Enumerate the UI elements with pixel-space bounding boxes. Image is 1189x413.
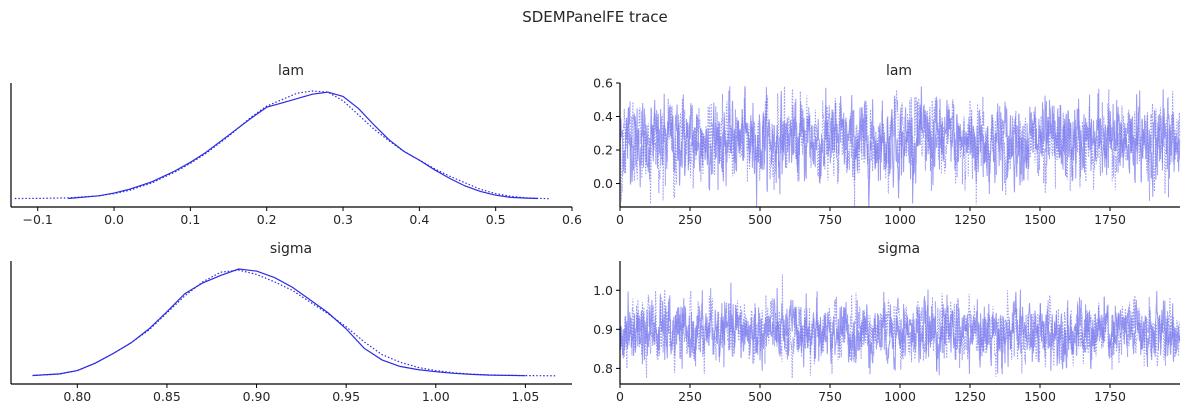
sigma-kde-x-tick-label: 0.80: [63, 389, 91, 404]
sigma-kde-lines: [32, 268, 556, 377]
lam-trace-x-tick-label: 0: [616, 212, 624, 227]
lam-trace-y-tick-label: 0.6: [593, 76, 613, 91]
sigma-kde-x-tick-label: 0.90: [243, 389, 271, 404]
lam-trace-x-tick-label: 750: [818, 212, 842, 227]
lam-kde-x-tick-label: 0.5: [486, 212, 506, 227]
sigma-trace-x-ticks: 0 250 500 750 1000 1250 1500 1750: [616, 384, 1126, 404]
sigma-trace-x-tick-label: 500: [748, 389, 772, 404]
lam-kde-chain-2-line: [14, 90, 550, 200]
lam-trace-x-ticks: 0 250 500 750 1000 1250 1500 1750: [616, 207, 1126, 227]
sigma-trace-y-ticks: 0.8 0.9 1.0: [593, 283, 620, 376]
lam-kde-x-ticks: −0.1 0.0 0.1 0.2 0.3 0.4 0.5 0.6: [23, 207, 582, 227]
lam-kde-x-tick-label: 0.0: [104, 212, 124, 227]
sigma-trace-x-tick-label: 1750: [1094, 389, 1126, 404]
sigma-kde-x-tick-label: 1.05: [511, 389, 539, 404]
sigma-kde-x-tick-label: 0.95: [332, 389, 360, 404]
lam-trace-title: lam: [886, 63, 912, 79]
sigma-trace-y-tick-label: 1.0: [593, 283, 613, 298]
lam-trace-chain-2-line: [619, 86, 1181, 208]
lam-kde-chain-1-line: [68, 91, 538, 200]
lam-trace-x-tick-label: 1250: [954, 212, 986, 227]
sigma-trace-y-tick-label: 0.8: [593, 361, 613, 376]
lam-kde-x-tick-label: −0.1: [23, 212, 53, 227]
lam-trace-x-tick-label: 500: [748, 212, 772, 227]
sigma-kde-x-tick-label: 1.00: [422, 389, 450, 404]
sigma-trace-x-tick-label: 0: [616, 389, 624, 404]
lam-trace-y-tick-label: 0.4: [593, 109, 613, 124]
lam-kde-x-tick-label: 0.6: [562, 212, 582, 227]
figure-title: SDEMPanelFE trace: [522, 8, 668, 26]
lam-kde-x-tick-label: 0.2: [257, 212, 277, 227]
lam-kde-x-tick-label: 0.4: [409, 212, 429, 227]
sigma-kde-chain-2-line: [32, 269, 556, 377]
lam-kde-lines: [14, 90, 550, 200]
lam-kde-title: lam: [278, 63, 304, 79]
lam-trace-lines: [619, 86, 1181, 208]
lam-kde-panel: lam −0.1 0.0 0.1 0.2 0.3 0.4 0.5 0.6: [10, 63, 582, 227]
lam-trace-x-tick-label: 250: [678, 212, 702, 227]
sigma-kde-x-ticks: 0.80 0.85 0.90 0.95 1.00 1.05: [63, 384, 539, 404]
lam-trace-x-tick-label: 1500: [1024, 212, 1056, 227]
sigma-trace-lines: [619, 274, 1181, 379]
sigma-kde-x-tick-label: 0.85: [153, 389, 181, 404]
lam-trace-x-tick-label: 1000: [884, 212, 916, 227]
lam-trace-panel: lam 0 250 500 750 1000 1250 1500 1750 0.0 0.2 0.4…: [593, 63, 1181, 227]
lam-kde-x-tick-label: 0.1: [180, 212, 200, 227]
sigma-trace-x-tick-label: 250: [678, 389, 702, 404]
sigma-kde-panel: sigma 0.80 0.85 0.90 0.95 1.00 1.05: [10, 241, 572, 404]
sigma-trace-x-tick-label: 1500: [1024, 389, 1056, 404]
sigma-trace-x-tick-label: 1000: [884, 389, 916, 404]
lam-trace-x-tick-label: 1750: [1094, 212, 1126, 227]
lam-kde-x-tick-label: 0.3: [333, 212, 353, 227]
lam-trace-y-tick-label: 0.2: [593, 143, 613, 158]
sigma-trace-x-tick-label: 1250: [954, 389, 986, 404]
sigma-trace-panel: sigma 0 250 500 750 1000 1250 1500 1750 0.8 0.9 1…: [593, 241, 1181, 404]
sigma-trace-y-tick-label: 0.9: [593, 322, 613, 337]
lam-trace-y-ticks: 0.0 0.2 0.4 0.6: [593, 76, 620, 191]
sigma-kde-title: sigma: [270, 241, 312, 257]
sigma-kde-chain-1-line: [32, 268, 526, 377]
lam-trace-y-tick-label: 0.0: [593, 176, 613, 191]
sigma-trace-title: sigma: [878, 241, 920, 257]
sigma-trace-x-tick-label: 750: [818, 389, 842, 404]
sigma-trace-chain-2-line: [619, 274, 1181, 379]
